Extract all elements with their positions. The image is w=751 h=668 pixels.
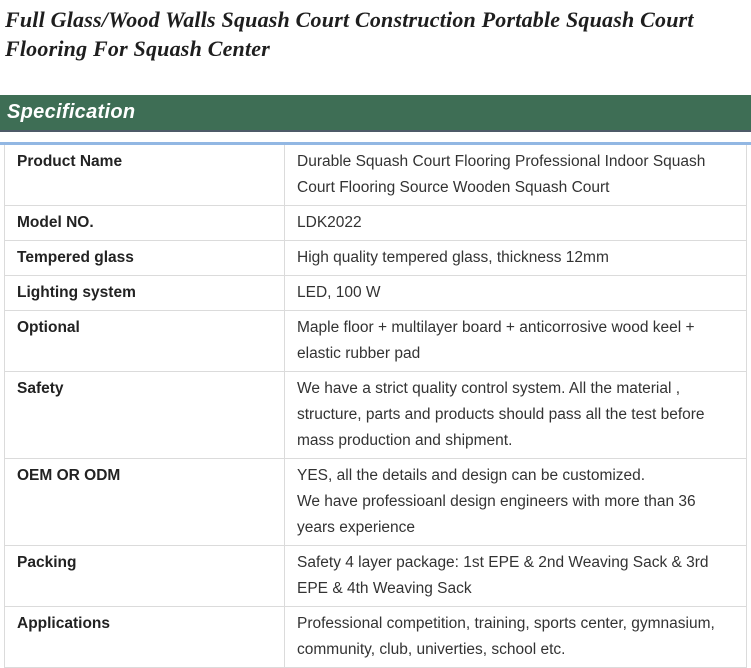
spec-value: High quality tempered glass, thickness 1… (284, 240, 747, 276)
table-row-product-name: Product Name Durable Squash Court Floori… (4, 145, 747, 206)
table-row-oem-odm: OEM OR ODM YES, all the details and desi… (4, 458, 747, 546)
spec-value: We have a strict quality control system.… (284, 371, 747, 459)
spec-value: Maple floor + multilayer board + anticor… (284, 310, 747, 372)
spec-value: YES, all the details and design can be c… (284, 458, 747, 546)
spec-label: Tempered glass (4, 240, 285, 276)
spec-label: Safety (4, 371, 285, 459)
spec-value: Durable Squash Court Flooring Profession… (284, 145, 747, 206)
page-title: Full Glass/Wood Walls Squash Court Const… (5, 7, 694, 61)
spec-label: Packing (4, 545, 285, 607)
table-row-safety: Safety We have a strict quality control … (4, 371, 747, 459)
table-row-model-no: Model NO. LDK2022 (4, 205, 747, 241)
spec-value: Safety 4 layer package: 1st EPE & 2nd We… (284, 545, 747, 607)
table-row-optional: Optional Maple floor + multilayer board … (4, 310, 747, 372)
spec-value: LED, 100 W (284, 275, 747, 311)
table-row-packing: Packing Safety 4 layer package: 1st EPE … (4, 545, 747, 607)
spec-label: Lighting system (4, 275, 285, 311)
specification-table-container: Product Name Durable Squash Court Floori… (0, 142, 751, 668)
specification-header-bar: Specification (0, 95, 751, 132)
spec-label: Product Name (4, 145, 285, 206)
spec-label: Model NO. (4, 205, 285, 241)
table-row-tempered-glass: Tempered glass High quality tempered gla… (4, 240, 747, 276)
spec-value: LDK2022 (284, 205, 747, 241)
spec-label: Optional (4, 310, 285, 372)
specification-heading: Specification (7, 101, 136, 123)
spec-value: Professional competition, training, spor… (284, 606, 747, 668)
specification-table: Product Name Durable Squash Court Floori… (4, 145, 747, 668)
table-row-applications: Applications Professional competition, t… (4, 606, 747, 668)
spec-label: OEM OR ODM (4, 458, 285, 546)
table-row-lighting-system: Lighting system LED, 100 W (4, 275, 747, 311)
spec-label: Applications (4, 606, 285, 668)
